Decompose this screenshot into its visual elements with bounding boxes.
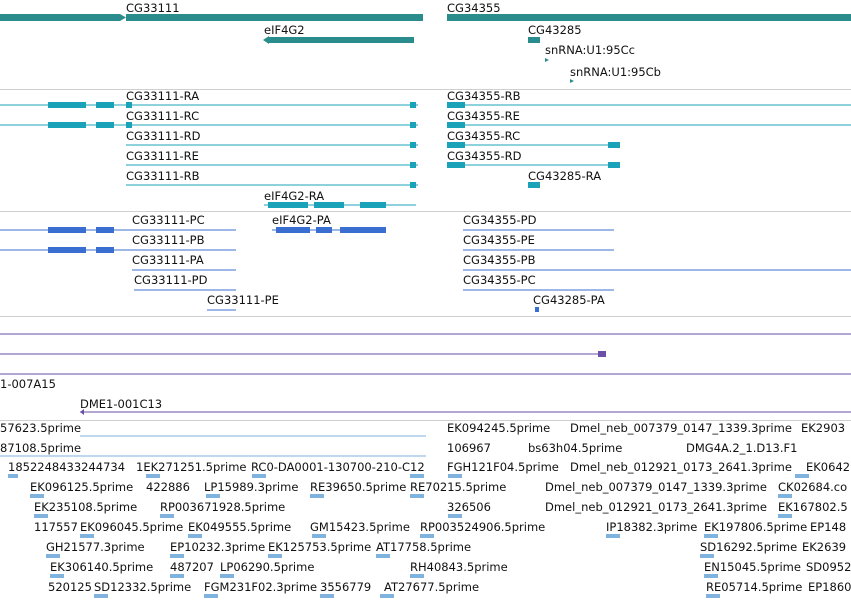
est-label[interactable]: LP15989.3prime	[204, 480, 299, 494]
est-label[interactable]: Dmel_neb_012921_0173_2641.3prime	[570, 460, 792, 474]
gene-CG33111-right[interactable]	[126, 14, 423, 21]
clone-label[interactable]: 1-007A15	[0, 377, 56, 391]
cds-label[interactable]: CG33111-PC	[132, 213, 205, 227]
est-label[interactable]: 3556779	[320, 580, 372, 594]
transcript-label[interactable]: CG34355-RD	[447, 149, 522, 163]
est-label[interactable]: 1EK271251.5prime	[136, 460, 247, 474]
gene-label-CG33111[interactable]: CG33111	[126, 1, 180, 15]
gene-snRNA-95Cc[interactable]	[545, 58, 549, 62]
est-label[interactable]: RH40843.5prime	[410, 560, 508, 574]
est-label[interactable]: bs63h04.5prime	[528, 441, 623, 455]
cds-label[interactable]: CG34355-PB	[463, 253, 536, 267]
est-label[interactable]: CK02684.co	[778, 480, 848, 494]
est-label[interactable]: FGM231F02.3prime	[204, 580, 318, 594]
est-label[interactable]: AT27677.5prime	[384, 580, 480, 594]
est-label[interactable]: Dmel_neb_012921_0173_2641.3prime	[545, 500, 767, 514]
cds-label[interactable]: CG33111-PE	[207, 293, 279, 307]
est-label[interactable]: 1852248433244734	[8, 460, 126, 474]
gene-label-CG34355[interactable]: CG34355	[447, 1, 501, 15]
gene-label-snRNA-95Cc[interactable]: snRNA:U1:95Cc	[545, 43, 636, 57]
est-label[interactable]: 326506	[447, 500, 491, 514]
est-label[interactable]: EP148	[810, 520, 847, 534]
est-label[interactable]: EK2903	[801, 421, 846, 435]
est-label[interactable]: 487207	[170, 560, 214, 574]
est-label[interactable]: RC0-DA0001-130700-210-C12	[251, 460, 425, 474]
transcript-label[interactable]: CG33111-RA	[126, 89, 200, 103]
cds-label[interactable]: CG33111-PD	[134, 273, 208, 287]
est-label[interactable]: RE05714.5prime	[706, 580, 803, 594]
est-label[interactable]: AT17758.5prime	[376, 540, 472, 554]
gene-snRNA-95Cb[interactable]	[570, 79, 574, 83]
est-label[interactable]: 422886	[146, 480, 190, 494]
est-label[interactable]: EK235108.5prime	[34, 500, 138, 514]
est-label[interactable]: 520125	[48, 580, 92, 594]
est-label[interactable]: SD16292.5prime	[700, 540, 798, 554]
est-label[interactable]: FGH121F04.5prime	[447, 460, 559, 474]
transcript-label[interactable]: CG43285-RA	[528, 169, 602, 183]
cds-label[interactable]: CG34355-PC	[463, 273, 536, 287]
est-label[interactable]: GM15423.5prime	[310, 520, 410, 534]
est-label[interactable]: 87108.5prime	[0, 441, 82, 455]
est-label[interactable]: 57623.5prime	[0, 421, 82, 435]
est-label[interactable]: EK167802.5	[778, 500, 848, 514]
est-label[interactable]: EK125753.5prime	[268, 540, 372, 554]
est-label[interactable]: LP06290.5prime	[220, 560, 315, 574]
est-label[interactable]: RE70215.5prime	[410, 480, 507, 494]
est-label[interactable]: 117557	[34, 520, 78, 534]
est-label[interactable]: RP003671928.5prime	[160, 500, 286, 514]
gene-eIF4G2[interactable]	[268, 37, 414, 43]
clone-label[interactable]: DME1-001C13	[80, 397, 163, 411]
transcript-label[interactable]: CG33111-RB	[126, 169, 200, 183]
clone-features	[0, 333, 851, 415]
est-label[interactable]: 106967	[447, 441, 491, 455]
transcript-label[interactable]: CG34355-RE	[447, 109, 520, 123]
gene-CG43285[interactable]	[528, 37, 540, 43]
est-label[interactable]: SD12332.5prime	[94, 580, 192, 594]
est-label[interactable]: IP18382.3prime	[606, 520, 698, 534]
est-label[interactable]: Dmel_neb_007379_0147_1339.3prime	[570, 421, 792, 435]
est-label[interactable]: EP1860	[808, 580, 851, 594]
gene-CG34355[interactable]	[447, 14, 851, 21]
est-features	[0, 435, 809, 598]
est-label[interactable]: DMG4A.2_1.D13.F1	[686, 441, 798, 455]
est-label[interactable]: EP10232.3prime	[170, 540, 266, 554]
est-label[interactable]: EK306140.5prime	[50, 560, 154, 574]
est-label[interactable]: EK094245.5prime	[447, 421, 551, 435]
est-label[interactable]: EN15045.5prime	[704, 560, 801, 574]
gene-CG33111-joint	[120, 14, 126, 21]
cds-label[interactable]: eIF4G2-PA	[272, 213, 331, 227]
transcript-label[interactable]: CG33111-RE	[126, 149, 199, 163]
transcript-label[interactable]: CG34355-RC	[447, 129, 521, 143]
cds-label[interactable]: CG33111-PA	[132, 253, 204, 267]
gene-label-eIF4G2[interactable]: eIF4G2	[264, 23, 305, 37]
cds-label[interactable]: CG33111-PB	[132, 233, 205, 247]
cds-features	[0, 227, 851, 312]
gene-label-CG43285[interactable]: CG43285	[528, 23, 582, 37]
est-label[interactable]: EK096125.5prime	[30, 480, 134, 494]
est-label[interactable]: EK049555.5prime	[188, 520, 292, 534]
gene-label-snRNA-95Cb[interactable]: snRNA:U1:95Cb	[570, 65, 661, 79]
transcript-label[interactable]: CG34355-RB	[447, 89, 521, 103]
est-label[interactable]: Dmel_neb_007379_0147_1339.3prime	[545, 480, 767, 494]
est-label[interactable]: RE39650.5prime	[310, 480, 407, 494]
est-label[interactable]: EK2639	[802, 540, 847, 554]
cds-label[interactable]: CG43285-PA	[533, 293, 605, 307]
est-label[interactable]: EK197806.5prime	[704, 520, 808, 534]
est-label[interactable]: SD0952	[806, 560, 851, 574]
gene-CG33111[interactable]	[0, 14, 120, 21]
transcript-label[interactable]: eIF4G2-RA	[264, 189, 325, 203]
est-label[interactable]: GH21577.3prime	[46, 540, 145, 554]
transcript-label[interactable]: CG33111-RC	[126, 109, 200, 123]
est-label[interactable]: RP003524906.5prime	[420, 520, 546, 534]
est-label[interactable]: EK096045.5prime	[80, 520, 184, 534]
gene-features	[0, 14, 851, 83]
transcript-features	[0, 102, 851, 208]
est-label[interactable]: EK0642	[806, 460, 851, 474]
transcript-label[interactable]: CG33111-RD	[126, 129, 201, 143]
cds-label[interactable]: CG34355-PE	[463, 233, 535, 247]
cds-label[interactable]: CG34355-PD	[463, 213, 537, 227]
